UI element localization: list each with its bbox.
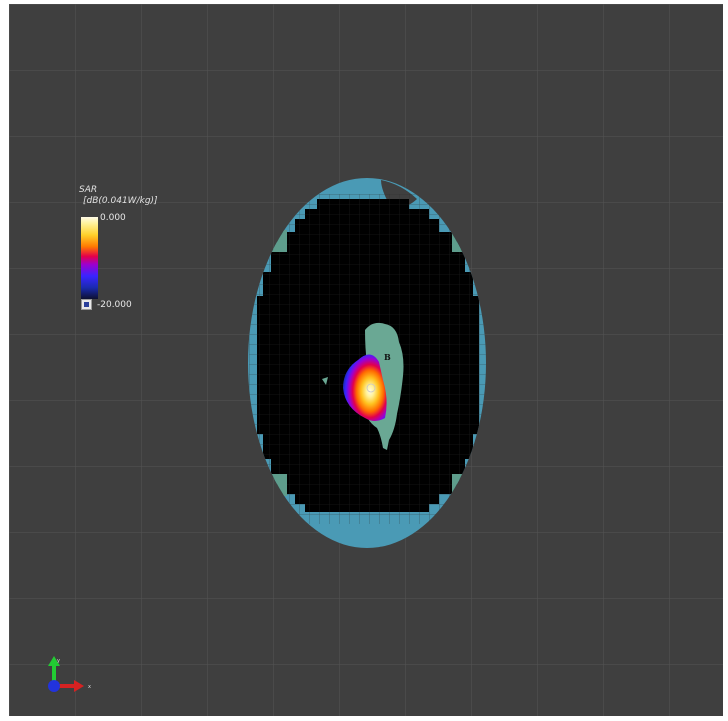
sar-legend: SAR [dB(0.041W/kg)] 0.000 -20.000 [79, 185, 189, 325]
legend-unit: [dB(0.041W/kg)] [83, 196, 158, 206]
colormap-swatch-icon[interactable] [81, 299, 92, 310]
sar-hotspot[interactable] [343, 354, 387, 421]
legend-max-label: 0.000 [100, 213, 126, 223]
legend-title: SAR [79, 185, 98, 195]
xyz-axes-icon: y x [48, 656, 91, 692]
3d-viewport[interactable]: B SAR [dB(0.041W/kg)] 0.000 -20.000 y x [9, 4, 723, 716]
stray-marker [322, 377, 328, 385]
axis-x-label: x [88, 684, 91, 690]
probe-label: B [384, 352, 391, 362]
axis-y-label: y [57, 658, 60, 664]
probe-point [366, 383, 376, 393]
legend-colorbar [81, 217, 98, 299]
legend-min-label: -20.000 [97, 300, 132, 310]
